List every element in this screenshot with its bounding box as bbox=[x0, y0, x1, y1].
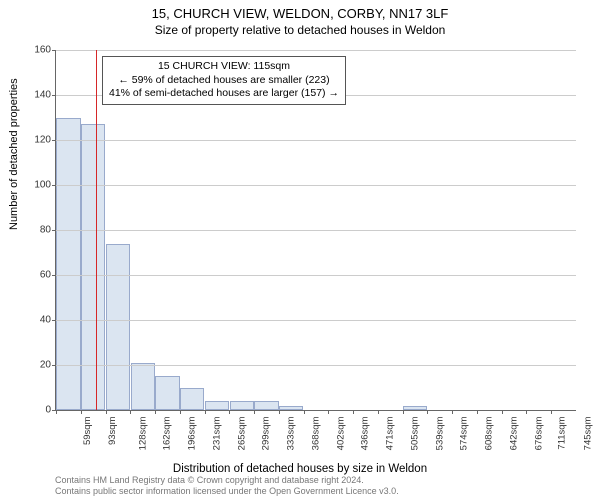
y-tick-label: 0 bbox=[26, 405, 51, 416]
x-tick-label: 745sqm bbox=[583, 417, 594, 451]
grid-line bbox=[56, 185, 576, 186]
x-tick-label: 642sqm bbox=[508, 417, 519, 451]
x-tick-mark bbox=[403, 410, 404, 414]
y-tick-label: 160 bbox=[26, 45, 51, 56]
histogram-bar bbox=[254, 401, 278, 410]
y-tick-mark bbox=[52, 230, 56, 231]
grid-line bbox=[56, 320, 576, 321]
x-tick-mark bbox=[279, 410, 280, 414]
x-tick-mark bbox=[130, 410, 131, 414]
y-tick-label: 140 bbox=[26, 90, 51, 101]
x-tick-mark bbox=[81, 410, 82, 414]
x-tick-label: 231sqm bbox=[211, 417, 222, 451]
x-tick-label: 265sqm bbox=[236, 417, 247, 451]
histogram-bar bbox=[106, 244, 130, 411]
histogram-chart: 15, CHURCH VIEW, WELDON, CORBY, NN17 3LF… bbox=[0, 0, 600, 500]
x-tick-mark bbox=[155, 410, 156, 414]
x-tick-label: 539sqm bbox=[434, 417, 445, 451]
x-tick-mark bbox=[254, 410, 255, 414]
footer-line-2: Contains public sector information licen… bbox=[55, 486, 399, 498]
x-tick-mark bbox=[205, 410, 206, 414]
y-axis-label: Number of detached properties bbox=[8, 78, 20, 230]
grid-line bbox=[56, 365, 576, 366]
histogram-bar bbox=[56, 118, 80, 411]
y-tick-mark bbox=[52, 275, 56, 276]
y-tick-mark bbox=[52, 320, 56, 321]
histogram-bar bbox=[205, 401, 229, 410]
y-tick-label: 60 bbox=[26, 270, 51, 281]
grid-line bbox=[56, 50, 576, 51]
x-tick-mark bbox=[353, 410, 354, 414]
x-tick-label: 505sqm bbox=[409, 417, 420, 451]
histogram-bar bbox=[180, 388, 204, 411]
x-tick-label: 574sqm bbox=[459, 417, 470, 451]
chart-title-main: 15, CHURCH VIEW, WELDON, CORBY, NN17 3LF bbox=[0, 0, 600, 21]
y-tick-mark bbox=[52, 185, 56, 186]
y-tick-mark bbox=[52, 140, 56, 141]
x-tick-mark bbox=[106, 410, 107, 414]
y-tick-mark bbox=[52, 95, 56, 96]
annotation-line-2: ← 59% of detached houses are smaller (22… bbox=[109, 74, 339, 88]
x-tick-mark bbox=[427, 410, 428, 414]
x-tick-label: 196sqm bbox=[186, 417, 197, 451]
x-tick-label: 299sqm bbox=[261, 417, 272, 451]
plot-area: 020406080100120140160 15 CHURCH VIEW: 11… bbox=[55, 50, 576, 411]
histogram-bar bbox=[230, 401, 254, 410]
x-axis-label: Distribution of detached houses by size … bbox=[0, 463, 600, 475]
x-tick-label: 128sqm bbox=[137, 417, 148, 451]
x-tick-mark bbox=[328, 410, 329, 414]
histogram-bar bbox=[81, 124, 105, 410]
annotation-line-1: 15 CHURCH VIEW: 115sqm bbox=[109, 60, 339, 74]
x-tick-label: 436sqm bbox=[360, 417, 371, 451]
footer-line-1: Contains HM Land Registry data © Crown c… bbox=[55, 475, 399, 487]
annotation-box: 15 CHURCH VIEW: 115sqm ← 59% of detached… bbox=[102, 56, 346, 105]
x-tick-label: 368sqm bbox=[310, 417, 321, 451]
histogram-bar bbox=[403, 406, 427, 411]
x-tick-mark bbox=[526, 410, 527, 414]
x-tick-mark bbox=[551, 410, 552, 414]
y-tick-label: 20 bbox=[26, 360, 51, 371]
grid-line bbox=[56, 275, 576, 276]
y-tick-mark bbox=[52, 365, 56, 366]
x-tick-label: 162sqm bbox=[162, 417, 173, 451]
y-tick-label: 120 bbox=[26, 135, 51, 146]
x-tick-label: 59sqm bbox=[82, 417, 93, 446]
x-tick-mark bbox=[378, 410, 379, 414]
x-tick-label: 676sqm bbox=[533, 417, 544, 451]
annotation-line-3: 41% of semi-detached houses are larger (… bbox=[109, 87, 339, 101]
footer-text: Contains HM Land Registry data © Crown c… bbox=[55, 475, 399, 498]
x-tick-mark bbox=[229, 410, 230, 414]
x-tick-label: 333sqm bbox=[285, 417, 296, 451]
x-tick-mark bbox=[477, 410, 478, 414]
x-tick-label: 402sqm bbox=[335, 417, 346, 451]
y-tick-mark bbox=[52, 50, 56, 51]
x-tick-mark bbox=[452, 410, 453, 414]
y-tick-label: 100 bbox=[26, 180, 51, 191]
histogram-bar bbox=[131, 363, 155, 410]
histogram-bar bbox=[279, 406, 303, 411]
x-tick-label: 93sqm bbox=[107, 417, 118, 446]
x-tick-mark bbox=[304, 410, 305, 414]
x-tick-mark bbox=[180, 410, 181, 414]
x-tick-mark bbox=[502, 410, 503, 414]
y-tick-label: 80 bbox=[26, 225, 51, 236]
histogram-bar bbox=[155, 376, 179, 410]
y-tick-label: 40 bbox=[26, 315, 51, 326]
grid-line bbox=[56, 140, 576, 141]
grid-line bbox=[56, 230, 576, 231]
chart-title-sub: Size of property relative to detached ho… bbox=[0, 21, 600, 37]
x-tick-label: 608sqm bbox=[484, 417, 495, 451]
x-tick-label: 471sqm bbox=[384, 417, 395, 451]
x-tick-mark bbox=[56, 410, 57, 414]
marker-line bbox=[96, 50, 97, 410]
x-tick-label: 711sqm bbox=[557, 417, 568, 450]
